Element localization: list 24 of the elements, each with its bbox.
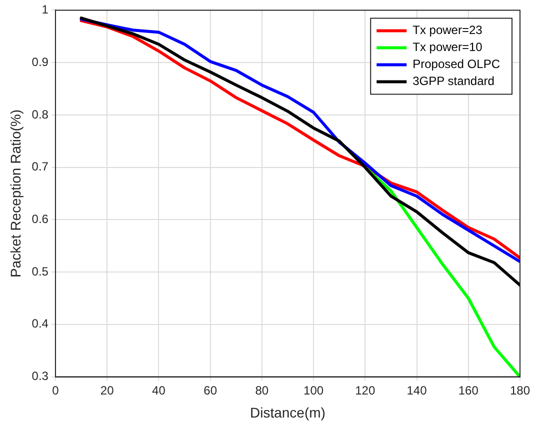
x-tick-label: 0 bbox=[52, 383, 60, 398]
y-axis-title: Packet Reception Ratio(%) bbox=[7, 109, 24, 278]
y-tick-label: 1 bbox=[42, 2, 49, 17]
legend-label: Tx power=10 bbox=[412, 40, 483, 54]
y-tick-label: 0.3 bbox=[32, 369, 49, 384]
x-tick-label: 180 bbox=[510, 383, 530, 398]
y-tick-label: 0.7 bbox=[32, 160, 49, 174]
x-tick-label: 140 bbox=[406, 383, 428, 398]
y-tick-label: 0.5 bbox=[32, 264, 49, 278]
y-tick-label: 0.8 bbox=[32, 107, 49, 122]
y-tick-label: 0.4 bbox=[32, 316, 49, 331]
x-tick-label: 80 bbox=[255, 383, 269, 398]
legend-label: Tx power=23 bbox=[412, 23, 483, 38]
x-tick-label: 20 bbox=[100, 383, 114, 398]
x-tick-label: 60 bbox=[204, 383, 218, 398]
x-axis-title: Distance(m) bbox=[250, 404, 326, 420]
x-tick-label: 40 bbox=[152, 383, 166, 398]
x-tick-label: 160 bbox=[458, 383, 479, 398]
x-tick-label: 120 bbox=[355, 383, 376, 398]
y-tick-label: 0.6 bbox=[32, 212, 49, 226]
legend-label: Proposed OLPC bbox=[412, 57, 500, 72]
legend-label: 3GPP standard bbox=[412, 74, 494, 88]
x-tick-label: 100 bbox=[304, 383, 324, 398]
y-tick-label: 0.9 bbox=[32, 54, 49, 69]
